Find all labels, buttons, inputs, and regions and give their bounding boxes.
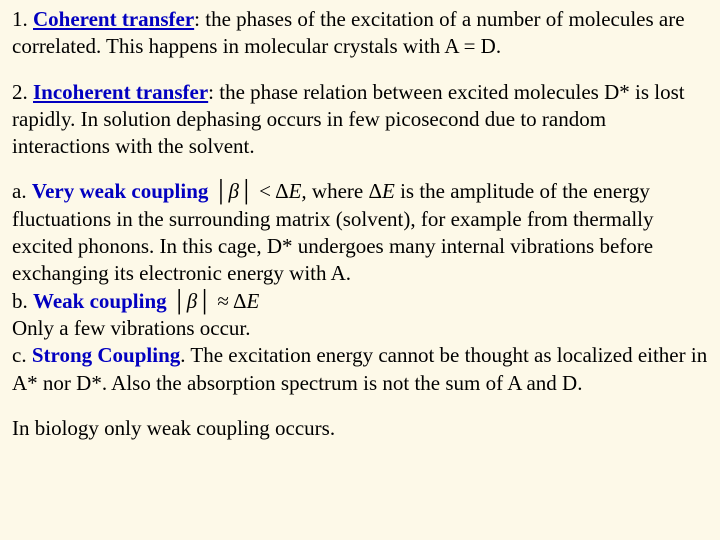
sub-b-c2: │ ≈ Δ — [197, 289, 246, 313]
section-2-number: 2. — [12, 80, 33, 104]
sub-a-E2: E — [382, 179, 395, 203]
sub-b-prefix: b. — [12, 289, 33, 313]
very-weak-coupling-title: Very weak coupling — [32, 179, 209, 203]
sub-a-c3: where Δ — [307, 179, 382, 203]
sub-b-beta: β — [187, 289, 197, 313]
sub-a-beta: β — [229, 179, 239, 203]
section-2: 2. Incoherent transfer: the phase relati… — [12, 79, 708, 161]
sub-a-prefix: a. — [12, 179, 32, 203]
sub-a-c2: │ < Δ — [239, 179, 289, 203]
strong-coupling-title: Strong Coupling — [32, 343, 180, 367]
sub-a-E1: E, — [289, 179, 307, 203]
sub-a-c1: │ — [208, 179, 228, 203]
subsections: a. Very weak coupling │β│ < ΔE, where ΔE… — [12, 178, 708, 396]
weak-coupling-title: Weak coupling — [33, 289, 167, 313]
section-1: 1. Coherent transfer: the phases of the … — [12, 6, 708, 61]
sub-b-E: E — [246, 289, 259, 313]
section-1-number: 1. — [12, 7, 33, 31]
sub-b-c1: │ — [167, 289, 187, 313]
incoherent-transfer-title: Incoherent transfer — [33, 80, 208, 104]
sub-b-rest: Only a few vibrations occur. — [12, 316, 251, 340]
coherent-transfer-link[interactable]: Coherent transfer — [33, 7, 194, 31]
closing-statement: In biology only weak coupling occurs. — [12, 415, 708, 442]
sub-c-prefix: c. — [12, 343, 32, 367]
